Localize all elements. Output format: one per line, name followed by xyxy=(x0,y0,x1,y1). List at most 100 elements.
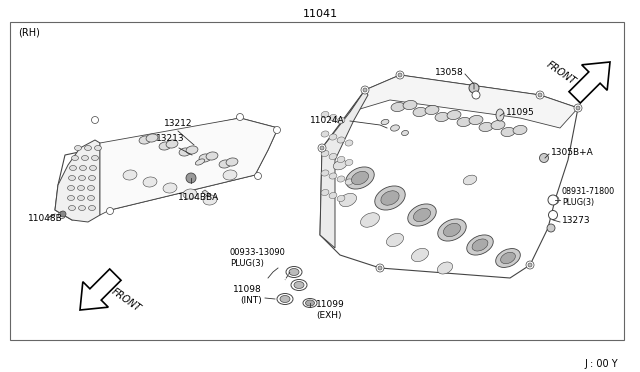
Ellipse shape xyxy=(70,166,77,170)
Circle shape xyxy=(548,195,558,205)
Ellipse shape xyxy=(337,195,345,202)
Ellipse shape xyxy=(345,140,353,146)
Ellipse shape xyxy=(286,266,302,278)
Circle shape xyxy=(553,198,557,202)
Circle shape xyxy=(320,146,324,150)
Text: 11098
(INT): 11098 (INT) xyxy=(233,285,262,305)
Ellipse shape xyxy=(413,208,431,222)
Ellipse shape xyxy=(375,186,405,210)
Circle shape xyxy=(361,86,369,94)
Text: J : 00 Y: J : 00 Y xyxy=(584,359,618,369)
Ellipse shape xyxy=(321,112,329,118)
Ellipse shape xyxy=(501,128,515,137)
Ellipse shape xyxy=(88,196,95,201)
Text: 13212: 13212 xyxy=(164,119,192,128)
Ellipse shape xyxy=(68,205,76,211)
Ellipse shape xyxy=(143,177,157,187)
Circle shape xyxy=(472,91,480,99)
Ellipse shape xyxy=(277,294,293,305)
Ellipse shape xyxy=(179,148,191,156)
Ellipse shape xyxy=(90,166,97,170)
Ellipse shape xyxy=(337,137,345,143)
Ellipse shape xyxy=(513,125,527,135)
Ellipse shape xyxy=(469,115,483,125)
Ellipse shape xyxy=(390,125,399,131)
Ellipse shape xyxy=(186,146,198,154)
Ellipse shape xyxy=(496,109,504,121)
Ellipse shape xyxy=(472,239,488,251)
Circle shape xyxy=(551,196,559,204)
Ellipse shape xyxy=(223,170,237,180)
Circle shape xyxy=(106,208,113,215)
Ellipse shape xyxy=(387,233,404,247)
Polygon shape xyxy=(100,118,278,215)
Circle shape xyxy=(538,93,542,97)
Circle shape xyxy=(318,144,326,152)
Ellipse shape xyxy=(346,167,374,189)
Ellipse shape xyxy=(183,189,197,199)
Circle shape xyxy=(548,211,557,219)
Ellipse shape xyxy=(413,108,427,116)
Circle shape xyxy=(237,113,243,121)
Ellipse shape xyxy=(92,155,99,160)
Ellipse shape xyxy=(491,121,505,129)
Ellipse shape xyxy=(163,183,177,193)
Text: 13213: 13213 xyxy=(156,134,184,143)
Ellipse shape xyxy=(437,262,452,274)
Text: FRONT: FRONT xyxy=(110,286,143,314)
Circle shape xyxy=(255,173,262,180)
Text: 11099
(EXH): 11099 (EXH) xyxy=(316,300,345,320)
Ellipse shape xyxy=(291,279,307,291)
Ellipse shape xyxy=(159,142,171,150)
Circle shape xyxy=(528,263,532,267)
Ellipse shape xyxy=(403,100,417,110)
Polygon shape xyxy=(320,90,368,248)
Circle shape xyxy=(378,266,382,270)
Ellipse shape xyxy=(479,122,493,132)
Ellipse shape xyxy=(321,170,329,176)
Ellipse shape xyxy=(412,248,429,262)
Ellipse shape xyxy=(166,140,178,148)
Ellipse shape xyxy=(438,219,466,241)
Ellipse shape xyxy=(435,112,449,122)
Ellipse shape xyxy=(463,175,477,185)
Circle shape xyxy=(398,73,402,77)
Ellipse shape xyxy=(329,153,337,160)
Ellipse shape xyxy=(294,282,304,289)
Ellipse shape xyxy=(425,105,439,115)
Ellipse shape xyxy=(226,158,238,166)
Ellipse shape xyxy=(206,152,218,160)
Ellipse shape xyxy=(500,252,515,264)
Ellipse shape xyxy=(199,154,211,162)
Ellipse shape xyxy=(345,160,353,166)
Ellipse shape xyxy=(321,150,329,157)
Ellipse shape xyxy=(391,102,405,112)
Ellipse shape xyxy=(305,300,314,306)
Circle shape xyxy=(540,154,548,163)
Ellipse shape xyxy=(329,173,337,179)
Ellipse shape xyxy=(79,205,86,211)
Ellipse shape xyxy=(79,166,86,170)
Text: 11095: 11095 xyxy=(506,108,535,116)
Ellipse shape xyxy=(88,176,95,180)
Ellipse shape xyxy=(88,205,95,211)
Text: 1104BBA: 1104BBA xyxy=(178,193,220,202)
Circle shape xyxy=(536,91,544,99)
Ellipse shape xyxy=(203,195,217,205)
Ellipse shape xyxy=(329,115,337,121)
Polygon shape xyxy=(55,140,100,222)
Circle shape xyxy=(574,104,582,112)
Ellipse shape xyxy=(401,131,408,135)
Ellipse shape xyxy=(337,176,345,182)
Polygon shape xyxy=(55,118,278,220)
Circle shape xyxy=(273,126,280,134)
Text: 1305B+A: 1305B+A xyxy=(551,148,594,157)
Polygon shape xyxy=(80,269,121,310)
Ellipse shape xyxy=(321,189,329,196)
Bar xyxy=(10,22,624,340)
Ellipse shape xyxy=(219,160,231,168)
Text: 11041: 11041 xyxy=(303,9,337,19)
Ellipse shape xyxy=(337,156,345,163)
Ellipse shape xyxy=(321,131,329,137)
Circle shape xyxy=(396,71,404,79)
